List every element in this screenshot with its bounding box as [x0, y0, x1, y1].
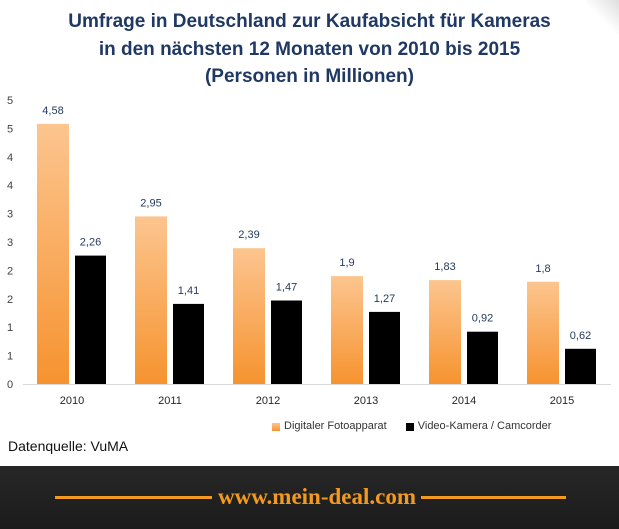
bar-video-kamera-camcorder-2012 — [271, 300, 302, 384]
data-label-video-kamera-camcorder-2010: 2,26 — [80, 237, 101, 249]
bar-digitaler-fotoapparat-2012 — [233, 248, 265, 384]
x-tick-label: 2010 — [60, 395, 84, 407]
data-label-video-kamera-camcorder-2012: 1,47 — [276, 282, 297, 294]
y-tick-label: 1 — [7, 322, 13, 334]
data-label-digitaler-fotoapparat-2014: 1,83 — [434, 261, 455, 273]
bar-video-kamera-camcorder-2013 — [369, 311, 400, 384]
x-tick-label: 2011 — [158, 395, 182, 407]
bar-video-kamera-camcorder-2014 — [467, 331, 498, 384]
legend-label-digitaler-fotoapparat: Digitaler Fotoapparat — [284, 420, 387, 432]
bar-digitaler-fotoapparat-2015 — [527, 281, 559, 384]
bar-digitaler-fotoapparat-2010 — [37, 123, 69, 385]
data-label-digitaler-fotoapparat-2011: 2,95 — [140, 197, 161, 209]
data-label-video-kamera-camcorder-2013: 1,27 — [374, 293, 395, 305]
x-tick-label: 2013 — [354, 395, 378, 407]
y-tick-label: 4 — [7, 152, 13, 164]
y-tick-label: 4 — [7, 180, 13, 192]
x-tick-label: 2015 — [550, 395, 574, 407]
corner-shade — [585, 0, 619, 34]
chart-title: Umfrage in Deutschland zur Kaufabsicht f… — [0, 8, 619, 91]
chart-title-line-1: Umfrage in Deutschland zur Kaufabsicht f… — [68, 11, 551, 32]
legend-item-digitaler-fotoapparat: Digitaler Fotoapparat — [272, 420, 387, 433]
y-tick-label: 3 — [7, 209, 13, 221]
bar-video-kamera-camcorder-2015 — [565, 348, 596, 384]
y-tick-label: 5 — [7, 123, 13, 135]
legend-swatch-digitaler-fotoapparat — [272, 422, 280, 431]
x-tick-label: 2014 — [452, 395, 476, 407]
legend-label-video-kamera-camcorder: Video-Kamera / Camcorder — [417, 420, 552, 432]
bar-digitaler-fotoapparat-2014 — [429, 280, 461, 384]
x-tick-label: 2012 — [256, 395, 280, 407]
bar-digitaler-fotoapparat-2013 — [331, 276, 363, 384]
data-label-video-kamera-camcorder-2015: 0,62 — [570, 330, 591, 342]
footer-site-url: www.mein-deal.com — [217, 484, 417, 509]
data-label-digitaler-fotoapparat-2010: 4,58 — [42, 105, 63, 117]
data-label-video-kamera-camcorder-2011: 1,41 — [178, 285, 199, 297]
bar-digitaler-fotoapparat-2011 — [135, 216, 167, 384]
bar-video-kamera-camcorder-2011 — [173, 303, 204, 384]
chart-title-line-3: (Personen in Millionen) — [204, 66, 414, 87]
footer-line-left — [55, 496, 212, 499]
data-label-digitaler-fotoapparat-2012: 2,39 — [238, 229, 259, 241]
y-tick-label: 5 — [7, 95, 13, 107]
data-label-video-kamera-camcorder-2014: 0,92 — [472, 313, 493, 325]
y-tick-label: 0 — [7, 379, 13, 391]
chart-title-line-2: in den nächsten 12 Monaten von 2010 bis … — [98, 38, 521, 60]
legend: Digitaler Fotoapparat Video-Kamera / Cam… — [272, 420, 570, 433]
data-label-digitaler-fotoapparat-2015: 1,8 — [535, 263, 550, 275]
data-source: Datenquelle: VuMA — [8, 438, 129, 454]
data-label-digitaler-fotoapparat-2013: 1,9 — [339, 257, 354, 269]
bar-video-kamera-camcorder-2010 — [75, 255, 106, 384]
y-tick-label: 1 — [7, 351, 13, 363]
footer-banner: www.mein-deal.com — [0, 466, 619, 529]
bar-chart: 0 1 1 2 2 3 3 4 4 5 5 4,58 2,95 2,39 1,9 1,83 1,8 2,26 1,4… — [7, 95, 611, 407]
y-tick-label: 3 — [7, 237, 13, 249]
legend-item-video-kamera-camcorder: Video-Kamera / Camcorder — [405, 420, 552, 433]
footer-line-right — [421, 496, 566, 499]
y-tick-label: 2 — [7, 294, 13, 306]
legend-swatch-video-kamera-camcorder — [405, 422, 414, 431]
y-tick-label: 2 — [7, 265, 13, 277]
